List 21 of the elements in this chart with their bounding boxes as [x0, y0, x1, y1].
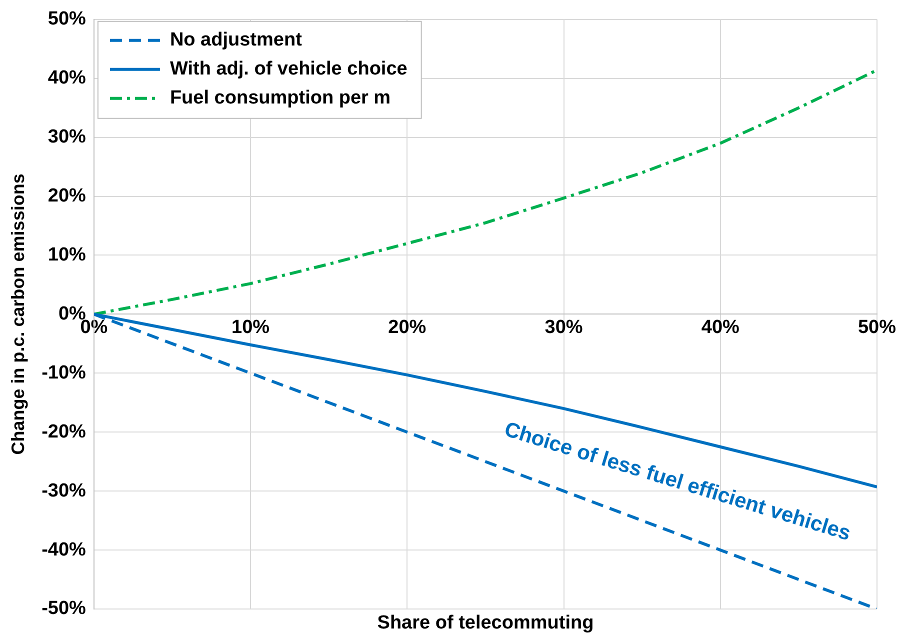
- y-tick-label: -20%: [42, 421, 86, 442]
- y-tick-label: 20%: [48, 186, 86, 207]
- y-tick-label: 30%: [48, 126, 86, 148]
- x-tick-label: 40%: [701, 316, 740, 338]
- x-tick-label: 30%: [544, 316, 583, 338]
- y-tick-label: 50%: [48, 8, 86, 30]
- y-tick-label: -30%: [42, 480, 86, 502]
- y-tick-label: -50%: [42, 598, 86, 620]
- x-tick-label: 10%: [232, 316, 270, 338]
- x-tick-label: 20%: [388, 316, 426, 338]
- annotation: Choice of less fuel efficient vehicles: [502, 418, 854, 546]
- legend-label: With adj. of vehicle choice: [170, 58, 408, 80]
- y-tick-label: -40%: [42, 539, 86, 560]
- y-axis-title: Change in p.c. carbon emissions: [8, 174, 28, 455]
- legend-label: Fuel consumption per m: [170, 88, 391, 109]
- x-tick-label: 50%: [858, 316, 896, 338]
- y-tick-label: 40%: [48, 68, 86, 89]
- x-axis-title: Share of telecommuting: [377, 612, 594, 634]
- y-tick-label: 10%: [48, 244, 86, 266]
- legend-label: No adjustment: [170, 30, 303, 51]
- y-tick-label: -10%: [42, 362, 86, 384]
